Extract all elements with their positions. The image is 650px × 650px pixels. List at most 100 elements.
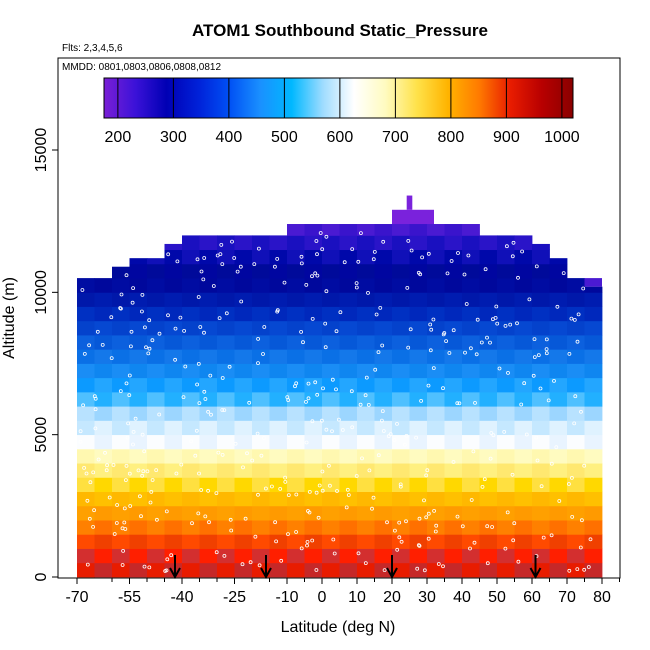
heatmap-cell (567, 505, 585, 521)
heatmap-cell (497, 335, 515, 350)
measurement-point (164, 568, 169, 573)
heatmap-cell (514, 306, 533, 322)
measurement-point (214, 491, 219, 496)
heatmap-cell (164, 534, 183, 549)
measurement-point (263, 486, 268, 491)
heatmap-cell (252, 434, 270, 450)
heatmap-cell (374, 434, 393, 450)
heatmap-cell (322, 335, 340, 350)
heatmap-cell (234, 420, 253, 436)
measurement-point (127, 373, 132, 378)
heatmap-cell (112, 278, 130, 293)
heatmap-cell (217, 491, 235, 507)
heatmap-cell (532, 406, 550, 421)
heatmap-cell (409, 477, 428, 492)
heatmap-cell (287, 292, 305, 307)
heatmap-cell (392, 349, 410, 364)
measurement-point (294, 492, 299, 497)
measurement-point (84, 471, 89, 476)
measurement-point (532, 355, 537, 360)
heatmap-cell (339, 363, 358, 379)
heatmap-cell (182, 363, 200, 379)
heatmap-cell (392, 477, 410, 492)
heatmap-cell (497, 391, 515, 407)
heatmap-cell (252, 420, 270, 436)
heatmap-cell (112, 505, 130, 521)
measurement-point (358, 402, 363, 407)
heatmap-cell (164, 243, 183, 251)
measurement-point (310, 274, 314, 279)
heatmap-cell (287, 349, 305, 364)
measurement-point (483, 267, 488, 272)
heatmap-cell (77, 477, 95, 492)
measurement-point (240, 562, 245, 567)
heatmap-cell (514, 420, 533, 436)
measurement-point (119, 292, 124, 297)
measurement-point (139, 514, 143, 519)
measurement-point (330, 429, 334, 434)
measurement-point (256, 361, 260, 366)
measurement-point (475, 317, 480, 322)
heatmap-cell (357, 377, 375, 393)
heatmap-cell (549, 349, 568, 364)
heatmap-cell (462, 391, 480, 407)
measurement-point (169, 553, 174, 558)
colorbar: 200 300 400 500 600 700 800 900 1000 (103, 77, 580, 146)
measurement-point (449, 259, 454, 263)
measurement-point (376, 453, 381, 458)
heatmap-cell (444, 363, 463, 379)
heatmap-cell (444, 292, 463, 307)
heatmap-cell (234, 335, 253, 350)
measurement-point (586, 565, 591, 569)
heatmap-cell (164, 263, 183, 279)
measurement-point (392, 528, 397, 533)
heatmap-cell (584, 491, 603, 507)
measurement-point (416, 270, 421, 275)
measurement-point (241, 465, 245, 470)
heatmap-cell (567, 548, 585, 564)
heatmap-cell (269, 391, 288, 407)
measurement-point (534, 264, 539, 269)
colorbar-tick-label: 200 (105, 129, 132, 146)
measurement-point (433, 529, 438, 534)
measurement-point (218, 252, 223, 257)
heatmap-cell (112, 306, 130, 322)
heatmap-cell (94, 420, 113, 436)
heatmap-cell (584, 349, 603, 364)
heatmap-cell (357, 548, 375, 564)
heatmap-cell (462, 562, 480, 578)
heatmap-cell (444, 463, 463, 478)
measurement-point (408, 327, 413, 332)
heatmap-cell (304, 463, 323, 478)
heatmap-cell (112, 363, 130, 379)
measurement-point (489, 431, 494, 435)
measurement-point (414, 435, 419, 440)
heatmap-cell (497, 406, 515, 421)
heatmap-cell (217, 306, 235, 322)
heatmap-cell (322, 292, 340, 307)
heatmap-cell (479, 377, 498, 393)
heatmap-cell (374, 306, 393, 322)
measurement-points (78, 231, 593, 573)
heatmap-cell (462, 278, 480, 293)
heatmap-cell (584, 420, 603, 436)
measurement-point (157, 331, 162, 336)
heatmap-cell (147, 477, 165, 492)
heatmap-cell (444, 434, 463, 450)
heatmap-cell (234, 562, 253, 578)
heatmap-cell (427, 335, 445, 350)
measurement-point (360, 456, 364, 461)
heatmap-cell (392, 434, 410, 450)
heatmap-cell (287, 534, 305, 549)
heatmap-cell (444, 534, 463, 549)
heatmap-cell (77, 434, 95, 450)
heatmap-cell (94, 349, 113, 364)
heatmap-cell (112, 477, 130, 492)
heatmap-cell (514, 363, 533, 379)
heatmap-cell (112, 266, 130, 279)
heatmap-cell (497, 434, 515, 450)
measurement-point (371, 495, 376, 500)
measurement-point (549, 533, 554, 538)
heatmap-cell (94, 306, 113, 322)
heatmap-cell (304, 448, 323, 464)
